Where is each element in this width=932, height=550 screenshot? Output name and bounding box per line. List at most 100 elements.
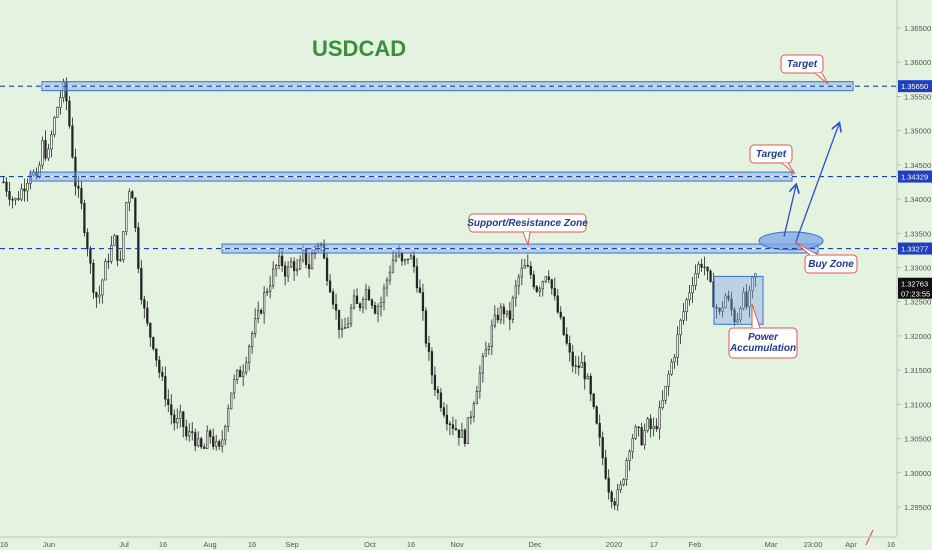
candle-body <box>502 306 505 315</box>
callout-target-lower[interactable]: Target <box>749 144 796 175</box>
candle-body <box>295 268 299 272</box>
candle-body <box>472 403 475 418</box>
candle-body <box>658 407 661 430</box>
candle-body <box>20 188 23 200</box>
candle-body <box>556 295 559 313</box>
candle-body <box>598 423 601 438</box>
candle-body <box>463 429 467 444</box>
y-tick-label: 1.36000 <box>904 58 931 67</box>
candle-body <box>697 263 700 274</box>
candle-body <box>484 349 487 357</box>
candle-body <box>11 199 14 201</box>
candle-body <box>337 309 341 330</box>
candle-body <box>745 291 748 308</box>
candle-body <box>50 134 53 150</box>
callout-power-accumulation-text: Accumulation <box>729 343 796 354</box>
candle-body <box>682 311 685 321</box>
candle-body <box>110 245 113 262</box>
candle-body <box>176 418 179 424</box>
y-tick-label: 1.30500 <box>904 435 931 444</box>
candle-body <box>101 279 104 296</box>
candle-body <box>604 457 607 479</box>
candle-body <box>221 439 224 447</box>
y-tick-label: 1.31000 <box>904 400 931 409</box>
candle-body <box>649 418 652 429</box>
x-tick-label: Nov <box>450 540 464 549</box>
candle-body <box>406 258 410 261</box>
candle-body <box>334 303 338 311</box>
candle-body <box>361 299 365 309</box>
candle-body <box>481 355 484 374</box>
candle-body <box>113 235 116 246</box>
candle-body <box>367 289 371 301</box>
callout-target-upper[interactable]: Target <box>780 54 829 85</box>
candle-body <box>436 389 440 394</box>
candle-body <box>715 306 718 309</box>
callout-target-lower-pointer <box>781 162 796 175</box>
x-tick-label: Jun <box>43 540 55 549</box>
candle-body <box>68 100 71 127</box>
candle-body <box>709 270 712 282</box>
candle-body <box>424 310 428 344</box>
candle-body <box>310 253 314 270</box>
arrow-to-lower-target <box>783 185 796 237</box>
x-tick-label: Dec <box>528 540 542 549</box>
candle-body <box>664 385 667 401</box>
candle-body <box>292 261 296 272</box>
y-tick-label: 1.30000 <box>904 469 931 478</box>
candle-body <box>418 287 422 293</box>
candle-body <box>185 426 188 437</box>
callout-target-upper-text: Target <box>787 59 818 70</box>
candle-body <box>197 438 200 447</box>
x-tick-label: Aug <box>203 540 216 549</box>
candle-body <box>269 285 272 292</box>
chart-title: USDCAD <box>312 36 406 61</box>
candle-body <box>451 424 455 429</box>
time-axis[interactable]: 16 Jun Jul 16 Aug 16 Sep Oct 16 Nov Dec 2020 17 Feb Ma… <box>0 536 897 549</box>
candle-body <box>376 306 380 314</box>
candle-body <box>119 259 122 261</box>
candle-body <box>8 191 11 200</box>
candle-body <box>433 374 437 391</box>
candle-body <box>394 255 398 261</box>
candle-body <box>646 418 649 431</box>
candle-body <box>343 327 347 329</box>
y-tick-label: 1.32500 <box>904 298 931 307</box>
x-tick-label: 16 <box>248 540 256 549</box>
y-tick-label: 1.35000 <box>904 127 931 136</box>
candle-body <box>706 266 709 272</box>
level-layer <box>0 85 897 250</box>
callout-target-upper-pointer <box>814 72 829 85</box>
current-price-label: 1.32763 <box>901 280 928 289</box>
candle-body <box>98 294 101 298</box>
price-axis[interactable]: 1.29500 1.30000 1.30500 1.31000 1.31500 1.320… <box>897 24 932 512</box>
y-tick-label: 1.34000 <box>904 195 931 204</box>
candle-body <box>313 246 317 255</box>
candle-body <box>104 260 107 281</box>
candle-body <box>595 406 598 424</box>
candle-body <box>718 307 721 312</box>
candle-body <box>565 334 568 344</box>
callout-sr-zone[interactable]: Support/Resistance Zone <box>467 213 588 247</box>
callout-buy-zone[interactable]: Buy Zone <box>794 241 858 274</box>
candle-body <box>628 451 631 461</box>
candle-body <box>511 297 514 320</box>
candle-body <box>149 322 152 338</box>
candle-body <box>224 426 227 441</box>
candle-body <box>188 431 191 437</box>
candle-body <box>340 327 344 330</box>
candle-body <box>538 288 541 292</box>
candle-body <box>505 310 508 315</box>
candle-body <box>694 273 697 286</box>
candle-body <box>643 430 646 446</box>
y-tick-label: 1.33500 <box>904 229 931 238</box>
candle-body <box>727 295 730 300</box>
candle-body <box>529 265 532 275</box>
candle-body <box>559 311 562 318</box>
candle-body <box>242 371 245 378</box>
candle-body <box>215 441 218 447</box>
y-tick-label: 1.36500 <box>904 24 931 33</box>
candle-body <box>550 279 553 289</box>
